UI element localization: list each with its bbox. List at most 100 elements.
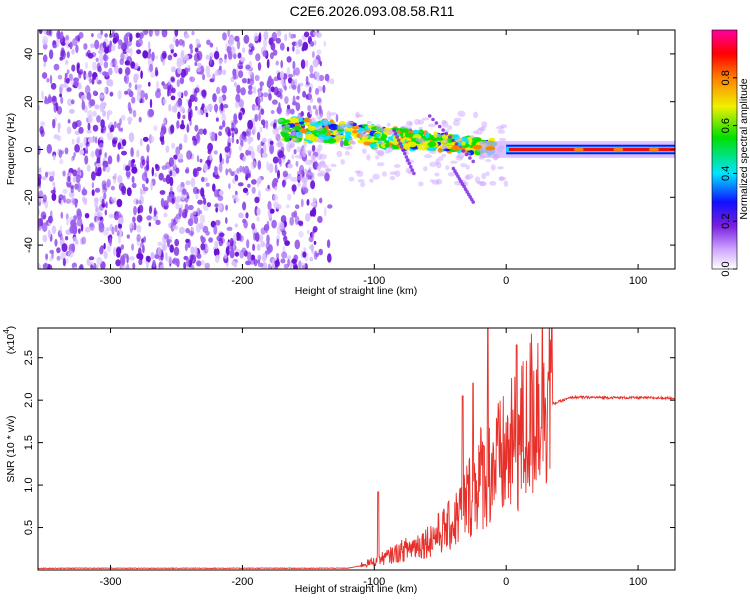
halo-blob — [276, 141, 283, 148]
noise-blob — [86, 164, 91, 172]
noise-blob — [138, 116, 142, 123]
streak-dot — [407, 161, 412, 166]
noise-blob — [60, 31, 64, 39]
noise-blob — [124, 67, 131, 76]
noise-blob — [312, 105, 317, 110]
noise-blob — [101, 180, 107, 189]
noise-blob — [98, 142, 104, 148]
noise-blob — [99, 58, 104, 67]
noise-blob — [169, 43, 175, 50]
noise-blob — [56, 255, 61, 261]
noise-blob — [159, 130, 164, 138]
halo-blob — [421, 117, 430, 121]
noise-blob — [259, 126, 263, 133]
noise-blob — [136, 92, 142, 102]
noise-blob — [335, 114, 339, 123]
halo-blob — [440, 145, 446, 150]
noise-blob — [125, 165, 131, 172]
noise-blob — [318, 74, 325, 82]
noise-blob — [231, 132, 235, 138]
noise-blob — [246, 239, 250, 249]
noise-blob — [205, 112, 209, 118]
noise-blob — [289, 260, 293, 269]
noise-blob — [105, 201, 108, 209]
noise-blob — [85, 145, 88, 154]
streak-dot — [395, 135, 399, 139]
noise-blob — [254, 106, 259, 111]
noise-blob — [219, 189, 224, 196]
noise-blob — [308, 244, 315, 250]
streak-dot — [399, 145, 404, 149]
halo-blob — [366, 154, 371, 161]
noise-blob — [76, 210, 82, 220]
noise-blob — [297, 84, 301, 94]
noise-blob — [260, 93, 264, 103]
halo-blob — [384, 149, 390, 154]
noise-blob — [171, 66, 176, 73]
halo-blob — [435, 133, 442, 138]
noise-blob — [312, 58, 319, 68]
noise-blob — [256, 207, 261, 216]
streak-dot — [468, 156, 472, 160]
noise-blob — [46, 30, 52, 36]
noise-blob — [102, 71, 108, 76]
noise-blob — [183, 133, 188, 144]
noise-blob — [213, 150, 218, 155]
noise-blob — [240, 87, 246, 96]
noise-blob — [38, 190, 44, 199]
noise-blob — [167, 255, 173, 264]
noise-blob — [45, 171, 48, 178]
noise-blob — [163, 200, 169, 206]
noise-blob — [148, 205, 153, 214]
noise-blob — [108, 67, 113, 76]
noise-blob — [72, 121, 78, 130]
halo-blob — [472, 111, 479, 119]
noise-blob — [300, 262, 306, 269]
noise-blob — [103, 61, 109, 69]
noise-blob — [248, 69, 253, 76]
halo-blob — [460, 163, 467, 168]
noise-blob — [67, 175, 71, 182]
noise-blob — [216, 86, 221, 95]
noise-blob — [270, 110, 275, 114]
noise-blob — [146, 255, 151, 263]
noise-blob — [286, 56, 292, 63]
noise-blob — [94, 187, 101, 193]
noise-blob — [42, 194, 47, 203]
halo-blob — [455, 137, 464, 143]
noise-blob — [212, 93, 217, 103]
noise-blob — [174, 30, 179, 37]
noise-blob — [62, 170, 66, 177]
streak-dot — [462, 184, 466, 189]
noise-blob — [84, 213, 90, 219]
streak-dot — [410, 168, 415, 172]
trail-blob — [437, 147, 443, 153]
halo-blob — [436, 161, 442, 169]
noise-blob — [311, 207, 317, 217]
noise-blob — [280, 258, 286, 264]
noise-blob — [96, 257, 103, 265]
noise-blob — [237, 182, 244, 187]
noise-blob — [118, 182, 125, 192]
noise-blob — [251, 222, 256, 230]
noise-blob — [62, 188, 68, 195]
noise-blob — [232, 241, 236, 252]
noise-blob — [129, 35, 133, 43]
noise-blob — [214, 203, 219, 208]
noise-blob — [136, 253, 141, 259]
noise-blob — [266, 234, 270, 244]
noise-blob — [214, 254, 220, 263]
noise-blob — [260, 141, 263, 146]
noise-blob — [311, 144, 316, 152]
noise-blob — [258, 32, 262, 41]
noise-blob — [105, 227, 111, 232]
noise-blob — [180, 50, 185, 58]
noise-blob — [294, 78, 298, 84]
noise-blob — [150, 252, 155, 260]
colorbar-label: Normalized spectral amplitude — [738, 78, 750, 219]
trail-blob — [427, 141, 437, 148]
noise-blob — [188, 98, 192, 109]
noise-blob — [38, 219, 41, 229]
noise-blob — [88, 98, 93, 109]
noise-blob — [64, 147, 69, 155]
